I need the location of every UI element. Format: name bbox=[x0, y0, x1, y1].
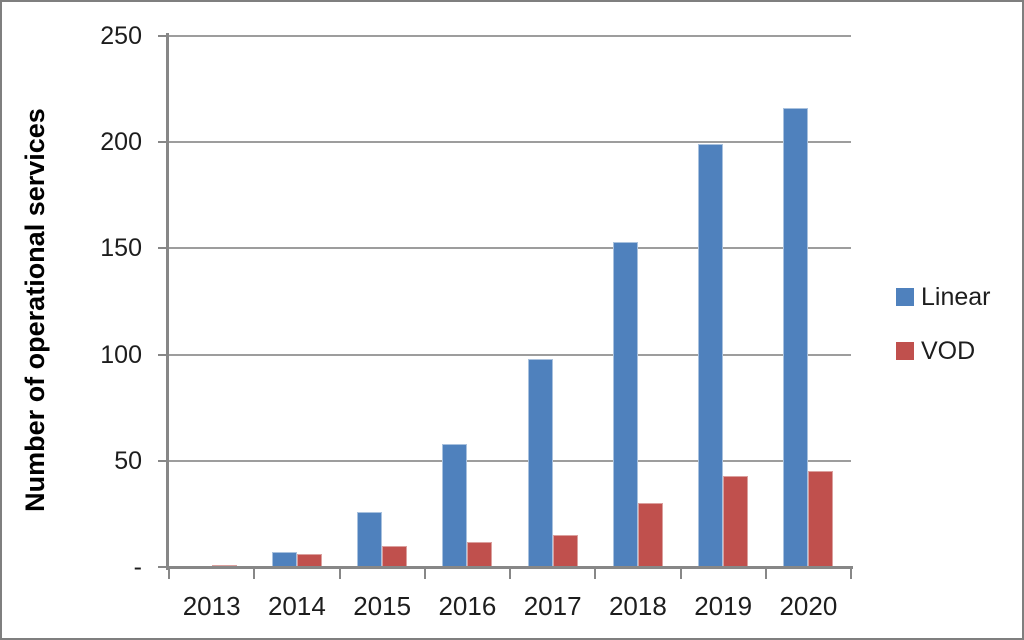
gridline-50 bbox=[169, 459, 851, 462]
plot-area bbox=[169, 35, 851, 567]
x-tick-label-2019: 2019 bbox=[694, 591, 753, 621]
x-tick-mark bbox=[509, 569, 511, 579]
vod-series-swatch-icon bbox=[896, 342, 914, 360]
linear-series-swatch-icon bbox=[896, 288, 914, 306]
x-tick-mark bbox=[594, 569, 597, 579]
x-tick-label-2014: 2014 bbox=[267, 591, 326, 621]
legend-label-vod: VOD bbox=[921, 336, 976, 365]
x-tick-mark bbox=[423, 569, 426, 579]
x-tick-label-2016: 2016 bbox=[438, 591, 497, 621]
legend: Linear VOD bbox=[896, 282, 991, 390]
y-tick-label-150: 150 bbox=[100, 234, 142, 263]
bar-linear-2014 bbox=[271, 552, 297, 567]
gridline-250 bbox=[169, 35, 851, 37]
gridline-200 bbox=[169, 141, 851, 144]
y-tick-mark bbox=[158, 35, 169, 37]
y-tick-mark bbox=[158, 459, 169, 462]
bar-linear-2015 bbox=[357, 511, 383, 567]
bar-linear-2017 bbox=[527, 358, 553, 567]
legend-label-linear: Linear bbox=[921, 282, 991, 311]
y-axis-title: Number of operational services bbox=[20, 108, 50, 512]
x-tick-mark bbox=[253, 569, 256, 579]
bar-linear-2018 bbox=[612, 242, 638, 567]
bar-linear-2016 bbox=[442, 443, 468, 567]
bar-vod-2017 bbox=[552, 535, 578, 567]
x-tick-label-2017: 2017 bbox=[523, 591, 582, 621]
x-tick-mark bbox=[764, 569, 767, 579]
bar-vod-2019 bbox=[723, 475, 749, 567]
x-axis-line bbox=[169, 566, 853, 569]
x-tick-mark bbox=[338, 569, 341, 579]
x-tick-label-2018: 2018 bbox=[608, 591, 667, 621]
y-tick-label-50: 50 bbox=[114, 446, 142, 475]
legend-item-linear: Linear bbox=[896, 282, 991, 312]
y-tick-mark bbox=[158, 566, 169, 568]
bar-vod-2020 bbox=[808, 471, 834, 567]
x-tick-mark bbox=[168, 569, 170, 579]
bar-vod-2018 bbox=[637, 503, 663, 567]
bar-linear-2020 bbox=[783, 108, 809, 567]
gridline-100 bbox=[169, 353, 851, 356]
y-tick-mark bbox=[158, 141, 169, 144]
x-tick-label-2013: 2013 bbox=[182, 591, 241, 621]
bar-linear-2019 bbox=[698, 144, 724, 567]
x-tick-mark bbox=[679, 569, 682, 579]
bar-vod-2016 bbox=[467, 541, 493, 567]
bar-vod-2015 bbox=[382, 545, 408, 567]
bar-vod-2014 bbox=[296, 554, 322, 567]
gridline-150 bbox=[169, 247, 851, 250]
x-tick-label-2015: 2015 bbox=[353, 591, 412, 621]
x-tick-mark bbox=[850, 569, 852, 579]
x-tick-label-2020: 2020 bbox=[779, 591, 838, 621]
y-axis-line bbox=[166, 33, 169, 570]
y-tick-mark bbox=[158, 353, 169, 356]
legend-item-vod: VOD bbox=[896, 336, 991, 366]
y-tick-label-0: - bbox=[133, 553, 142, 581]
y-tick-label-250: 250 bbox=[100, 22, 142, 50]
bar-vod-2013 bbox=[211, 564, 237, 567]
y-tick-label-100: 100 bbox=[100, 340, 142, 369]
y-tick-mark bbox=[158, 247, 169, 250]
y-tick-label-200: 200 bbox=[100, 128, 142, 157]
